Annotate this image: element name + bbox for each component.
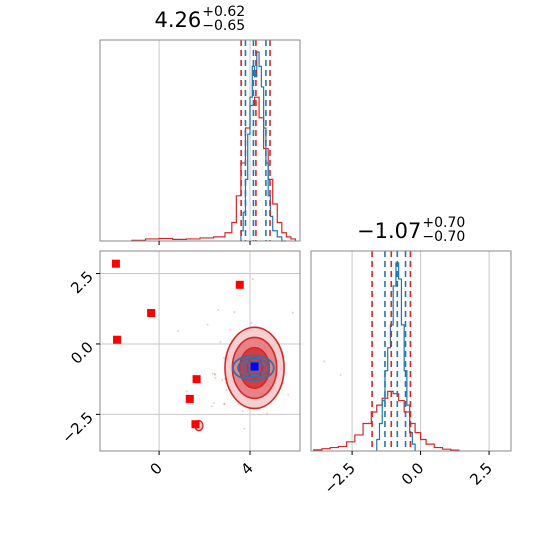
p2-sample-point — [206, 323, 209, 326]
p1-frame — [99, 39, 301, 242]
p2-sample-point — [251, 278, 254, 281]
p2-blue-marker — [250, 362, 259, 371]
param2-title: −1.07 +0.70 −0.70 — [357, 214, 466, 248]
param1-title-plus: +0.62 — [202, 3, 246, 20]
param2-title-value: −1.07 — [357, 219, 422, 243]
p2-red-marker-6 — [191, 420, 200, 429]
p2-sample-point — [291, 311, 294, 314]
p2-red-marker-4 — [192, 375, 201, 384]
param2-title-plus: +0.70 — [422, 214, 466, 231]
p2-sample-point — [177, 330, 180, 333]
p2-sample-point — [229, 328, 232, 331]
p2-sample-point — [339, 373, 342, 376]
p2-sample-point — [223, 356, 226, 359]
p2-sample-point — [225, 388, 228, 391]
p2-sample-point — [241, 409, 244, 412]
p3-x-tick-label-0: −2.5 — [320, 459, 358, 497]
param1-title-minus: −0.65 — [202, 17, 246, 34]
p2-red-marker-1 — [147, 308, 156, 317]
p2-sample-point — [214, 373, 217, 376]
param2-title-minus: −0.70 — [422, 228, 466, 245]
p2-sample-point — [265, 412, 268, 415]
p3-x-tick-label-2: 2.5 — [466, 459, 496, 489]
p2-red-marker-2 — [113, 335, 122, 344]
p2-x-tick-label-0: 0 — [146, 459, 165, 478]
p2-sample-point — [214, 377, 217, 380]
p2-sample-point — [185, 390, 188, 393]
p2-x-tick-label-1: 4 — [237, 459, 256, 478]
p2-sample-point — [223, 402, 226, 405]
p2-sample-point — [213, 373, 216, 376]
p1-hist-blue — [240, 51, 287, 242]
param1-title-value: 4.26 — [154, 8, 202, 32]
param1-title: 4.26 +0.62 −0.65 — [154, 3, 246, 37]
p2-blue-contour-2 — [242, 360, 265, 375]
p3-hist-blue — [376, 262, 416, 451]
p2-sample-point — [237, 403, 240, 406]
p2-sample-point — [323, 360, 326, 363]
p3-hist-red — [313, 390, 460, 451]
p2-y-tick-label-0: −2.5 — [58, 408, 96, 446]
p1-hist-red — [131, 96, 297, 241]
p2-sample-point — [217, 308, 220, 311]
p2-sample-point — [250, 321, 253, 324]
p2-blue-contour-0 — [232, 354, 275, 382]
p2-sample-point — [210, 405, 213, 408]
p2-sample-point — [211, 372, 214, 375]
p2-blue-contour-1 — [237, 357, 270, 379]
p2-sample-point — [221, 378, 224, 381]
p2-sample-point — [287, 393, 290, 396]
p2-sample-point — [223, 402, 226, 405]
p2-red-marker-3 — [235, 280, 244, 289]
p3-x-tick-label-1: 0.0 — [398, 459, 428, 489]
p2-sample-point — [212, 402, 215, 405]
p2-y-tick-label-1: 0.0 — [67, 338, 97, 368]
param1-marginal-panel — [99, 39, 301, 245]
p2-y-tick-label-2: 2.5 — [67, 268, 97, 298]
p2-sample-point — [233, 311, 236, 314]
joint-panel: 0 4 −2.5 0.0 2.5 — [58, 250, 342, 479]
p2-red-marker-0 — [111, 259, 120, 268]
p2-sample-point — [243, 427, 246, 430]
p2-red-marker-5 — [185, 394, 194, 403]
p2-sample-point — [219, 340, 222, 343]
p2-frame — [99, 250, 301, 452]
p3-frame — [310, 250, 512, 452]
